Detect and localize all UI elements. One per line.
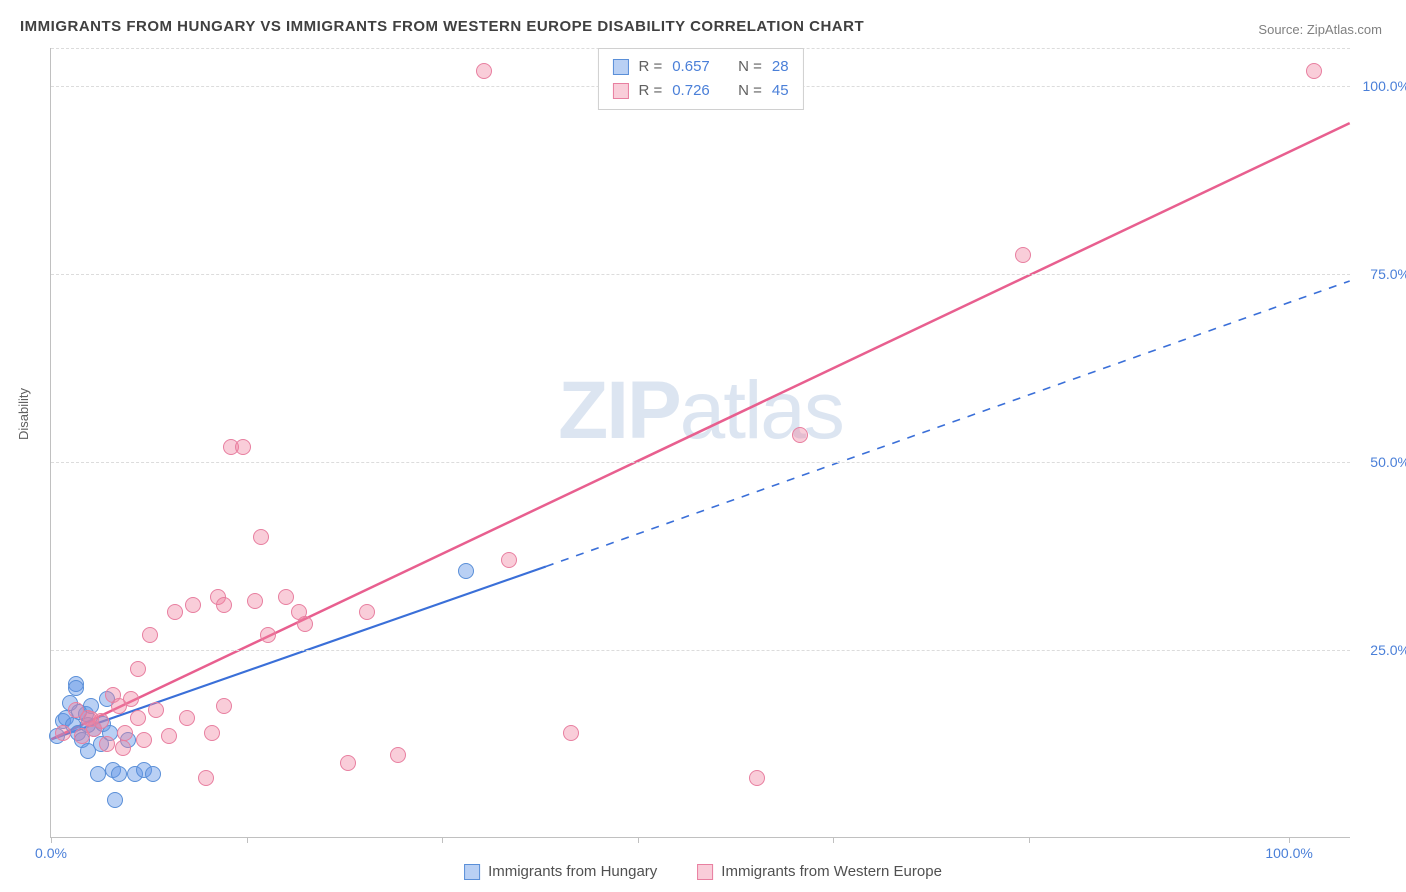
x-tick-mark (1289, 837, 1290, 843)
scatter-point (90, 766, 106, 782)
scatter-point (142, 627, 158, 643)
source-name: ZipAtlas.com (1307, 22, 1382, 37)
source-credit: Source: ZipAtlas.com (1258, 22, 1382, 37)
gridline-h (51, 274, 1350, 275)
scatter-point (107, 792, 123, 808)
y-axis-label: Disability (16, 388, 31, 440)
legend-swatch (697, 864, 713, 880)
gridline-h (51, 462, 1350, 463)
scatter-point (145, 766, 161, 782)
scatter-point (130, 710, 146, 726)
scatter-point (253, 529, 269, 545)
legend-swatch (464, 864, 480, 880)
scatter-point (340, 755, 356, 771)
n-label: N = (738, 55, 762, 79)
scatter-point (99, 736, 115, 752)
trend-line (51, 123, 1349, 739)
scatter-point (749, 770, 765, 786)
trend-line-dashed (546, 281, 1350, 567)
scatter-point (204, 725, 220, 741)
legend-label: Immigrants from Hungary (488, 863, 657, 880)
legend-swatch (612, 83, 628, 99)
scatter-point (260, 627, 276, 643)
y-tick-label: 50.0% (1360, 454, 1406, 470)
scatter-point (111, 766, 127, 782)
scatter-point (297, 616, 313, 632)
scatter-point (390, 747, 406, 763)
source-label: Source: (1258, 22, 1303, 37)
y-tick-label: 25.0% (1360, 642, 1406, 658)
x-tick-mark (442, 837, 443, 843)
stat-legend-box: R = 0.657 N = 28 R = 0.726 N = 45 (597, 48, 803, 110)
plot-area: ZIPatlas R =0.657 N =28R =0.726 N =45 25… (50, 48, 1350, 838)
scatter-point (55, 725, 71, 741)
x-tick-label: 0.0% (35, 845, 67, 861)
scatter-point (247, 593, 263, 609)
scatter-point (198, 770, 214, 786)
x-tick-mark (638, 837, 639, 843)
n-value: 28 (772, 55, 789, 79)
r-label: R = (638, 79, 662, 103)
scatter-point (216, 597, 232, 613)
r-value: 0.657 (672, 55, 710, 79)
n-label: N = (738, 79, 762, 103)
scatter-point (179, 710, 195, 726)
scatter-point (278, 589, 294, 605)
legend-label: Immigrants from Western Europe (721, 863, 942, 880)
r-label: R = (638, 55, 662, 79)
scatter-point (123, 691, 139, 707)
scatter-point (792, 427, 808, 443)
r-value: 0.726 (672, 79, 710, 103)
chart-title: IMMIGRANTS FROM HUNGARY VS IMMIGRANTS FR… (20, 18, 864, 35)
scatter-point (1015, 247, 1031, 263)
gridline-h (51, 650, 1350, 651)
scatter-point (476, 63, 492, 79)
scatter-point (359, 604, 375, 620)
bottom-legend-item: Immigrants from Hungary (464, 863, 657, 880)
legend-swatch (612, 59, 628, 75)
bottom-legend: Immigrants from Hungary Immigrants from W… (464, 863, 942, 880)
scatter-point (458, 563, 474, 579)
scatter-point (83, 711, 99, 727)
x-tick-mark (51, 837, 52, 843)
scatter-point (68, 680, 84, 696)
n-value: 45 (772, 79, 789, 103)
stat-legend-row: R = 0.657 N = 28 (612, 55, 788, 79)
scatter-point (117, 725, 133, 741)
bottom-legend-item: Immigrants from Western Europe (697, 863, 942, 880)
scatter-point (167, 604, 183, 620)
scatter-point (1306, 63, 1322, 79)
scatter-point (185, 597, 201, 613)
stat-legend-row: R = 0.726 N = 45 (612, 79, 788, 103)
trend-line (51, 566, 546, 739)
x-tick-mark (247, 837, 248, 843)
y-tick-label: 75.0% (1360, 266, 1406, 282)
x-tick-mark (1029, 837, 1030, 843)
scatter-point (161, 728, 177, 744)
scatter-point (148, 702, 164, 718)
scatter-point (130, 661, 146, 677)
scatter-point (216, 698, 232, 714)
x-tick-label: 100.0% (1265, 845, 1312, 861)
scatter-point (136, 732, 152, 748)
y-tick-label: 100.0% (1360, 78, 1406, 94)
scatter-point (501, 552, 517, 568)
scatter-point (563, 725, 579, 741)
scatter-point (115, 740, 131, 756)
scatter-point (235, 439, 251, 455)
x-tick-mark (833, 837, 834, 843)
